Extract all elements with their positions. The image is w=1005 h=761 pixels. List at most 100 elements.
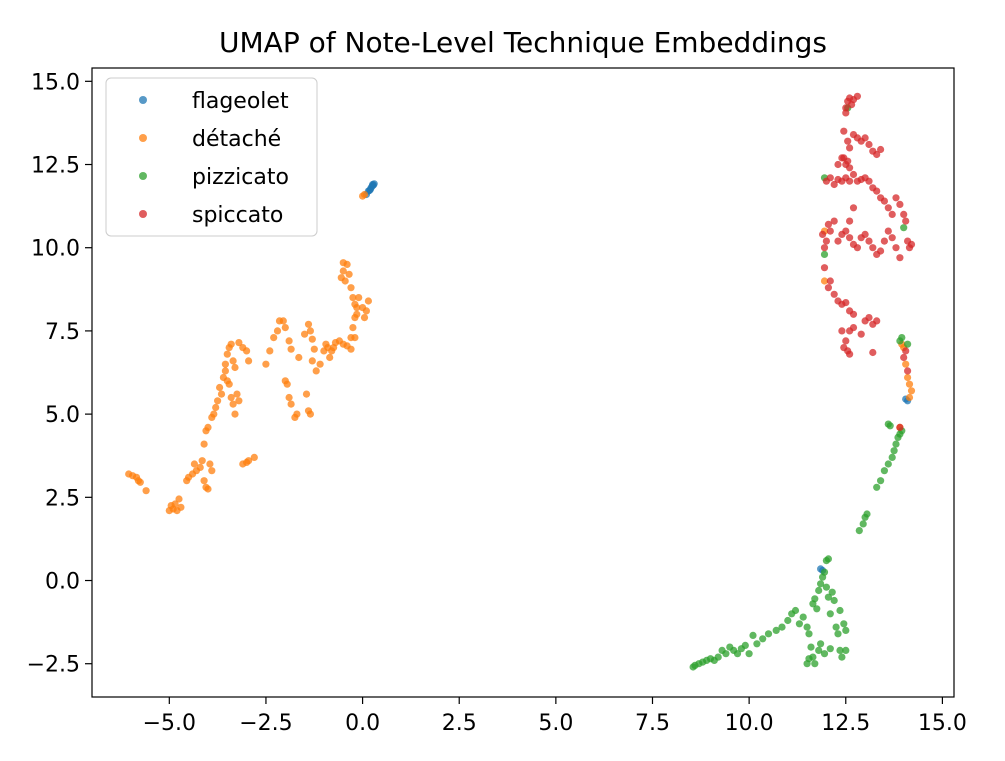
point-spiccato-51	[822, 237, 831, 245]
point-spiccato-25	[826, 174, 834, 182]
point-spiccato-70	[892, 244, 900, 252]
legend-marker-pizzicato	[139, 172, 147, 180]
point-pizzicato-80	[896, 337, 904, 345]
point-détaché-68	[285, 393, 293, 402]
point-détaché-56	[250, 453, 258, 461]
point-pizzicato-81	[904, 340, 912, 348]
point-détaché-64	[285, 337, 293, 345]
point-détaché-62	[279, 317, 287, 325]
point-détaché-49	[235, 339, 243, 347]
point-spiccato-95	[869, 348, 877, 357]
point-spiccato-82	[849, 310, 858, 318]
y-tick-label-6: 12.5	[31, 154, 80, 179]
point-pizzicato-55	[815, 646, 823, 655]
point-pizzicato-19	[764, 630, 773, 638]
point-détaché-87	[326, 353, 334, 362]
point-spiccato-80	[842, 299, 850, 307]
x-tick-label-5: 7.5	[635, 711, 670, 736]
x-tick-label-7: 12.5	[821, 711, 870, 736]
point-spiccato-44	[900, 210, 908, 218]
point-spiccato-57	[842, 227, 850, 235]
plot-frame	[91, 67, 955, 698]
point-spiccato-84	[842, 337, 850, 345]
point-détaché-82	[312, 367, 320, 375]
point-pizzicato-45	[826, 610, 834, 618]
point-pizzicato-38	[817, 580, 825, 588]
point-spiccato-68	[884, 227, 892, 235]
point-détaché-105	[353, 304, 361, 312]
legend-label-détaché: détaché	[192, 127, 281, 152]
x-tick-label-6: 10.0	[725, 711, 774, 736]
point-détaché-27	[204, 423, 212, 431]
point-pizzicato-31	[811, 660, 819, 668]
point-détaché-42	[235, 397, 243, 405]
x-tick-label-1: −2.5	[239, 711, 292, 736]
point-pizzicato-33	[805, 655, 813, 663]
point-détaché-75	[306, 327, 314, 335]
point-spiccato-8	[844, 137, 852, 145]
point-détaché-109	[362, 307, 370, 315]
point-pizzicato-75	[886, 422, 894, 430]
point-pizzicato-36	[813, 605, 821, 613]
point-pizzicato-20	[772, 626, 780, 635]
point-spiccato-48	[907, 240, 916, 248]
point-détaché-108	[360, 314, 369, 322]
point-détaché-99	[349, 294, 357, 302]
x-tick-label-8: 15.0	[918, 711, 967, 736]
point-détaché-41	[233, 390, 241, 398]
point-spiccato-76	[826, 277, 834, 285]
point-spiccato-41	[888, 210, 896, 218]
point-détaché-81	[306, 410, 314, 418]
point-pizzicato-54	[817, 640, 825, 648]
point-détaché-117	[820, 277, 829, 285]
point-spiccato-20	[846, 164, 854, 172]
point-spiccato-53	[826, 227, 834, 235]
point-pizzicato-48	[832, 623, 840, 631]
point-spiccato-9	[846, 144, 854, 152]
point-spiccato-88	[849, 324, 858, 332]
point-détaché-57	[262, 360, 270, 368]
point-spiccato-21	[844, 157, 852, 165]
point-détaché-55	[245, 457, 253, 465]
point-détaché-44	[223, 350, 231, 358]
point-détaché-51	[243, 347, 251, 355]
point-spiccato-43	[896, 200, 904, 208]
point-spiccato-49	[819, 230, 827, 238]
point-spiccato-30	[846, 177, 854, 185]
legend-marker-flageolet	[139, 96, 147, 104]
point-détaché-18	[196, 463, 204, 471]
point-pizzicato-51	[838, 653, 846, 661]
point-détaché-11	[175, 495, 183, 503]
point-détaché-48	[231, 363, 239, 372]
point-pizzicato-52	[826, 645, 834, 653]
point-détaché-124	[905, 380, 914, 388]
point-détaché-103	[349, 324, 357, 332]
point-détaché-29	[210, 410, 218, 418]
x-tick-label-2: 0.0	[345, 711, 380, 736]
point-pizzicato-21	[778, 623, 786, 631]
point-pizzicato-9	[722, 650, 730, 658]
point-détaché-126	[905, 393, 914, 402]
point-spiccato-66	[877, 247, 885, 255]
point-pizzicato-12	[733, 650, 742, 658]
point-détaché-9	[171, 500, 179, 508]
point-détaché-114	[351, 334, 359, 342]
point-spiccato-89	[857, 330, 865, 338]
point-spiccato-97	[902, 347, 910, 355]
point-pizzicato-50	[836, 646, 844, 655]
point-détaché-35	[221, 367, 229, 375]
point-détaché-58	[266, 347, 274, 355]
point-spiccato-0	[842, 104, 850, 112]
point-pizzicato-63	[863, 510, 871, 518]
point-pizzicato-53	[820, 650, 829, 658]
point-pizzicato-47	[830, 596, 838, 605]
point-détaché-71	[293, 410, 301, 418]
x-tick-label-0: −5.0	[143, 711, 196, 736]
point-pizzicato-58	[836, 606, 844, 615]
point-spiccato-86	[840, 344, 848, 352]
point-spiccato-99	[896, 423, 904, 431]
y-axis-ticks: −2.5 0.0 2.5 5.0 7.5 10.0 12.5 15.0	[27, 70, 92, 678]
point-pizzicato-15	[745, 650, 753, 658]
y-tick-label-7: 15.0	[31, 70, 80, 95]
point-détaché-43	[221, 360, 229, 368]
